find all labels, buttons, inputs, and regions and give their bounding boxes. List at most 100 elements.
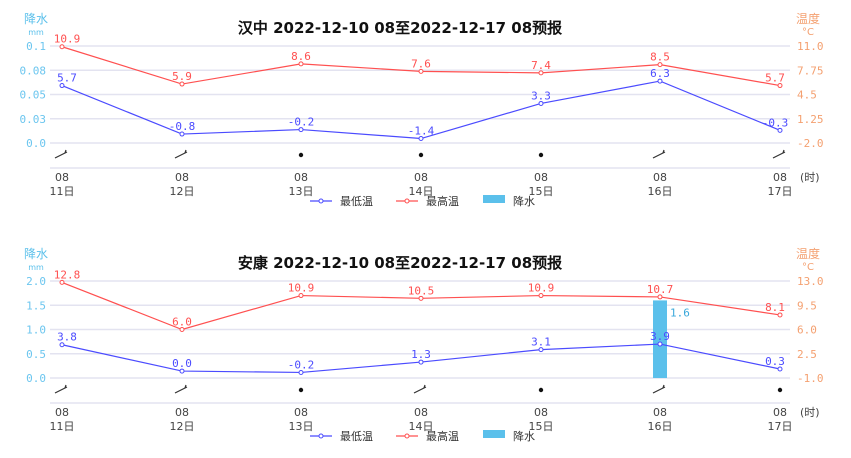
x-tick-day: 14日 — [409, 420, 434, 433]
data-label: 10.9 — [288, 282, 315, 295]
data-point — [298, 61, 304, 67]
data-point — [538, 100, 544, 106]
x-tick-day: 13日 — [289, 185, 314, 198]
legend-label: 最高温 — [426, 194, 459, 208]
x-tick-day: 16日 — [648, 185, 673, 198]
right-axis-label: 温度 — [796, 11, 820, 26]
data-point — [59, 279, 65, 285]
data-point — [179, 368, 185, 374]
x-tick-hour: 08 — [773, 406, 787, 419]
data-label: -0.2 — [288, 116, 315, 129]
x-tick-hour: 08 — [414, 406, 428, 419]
data-point — [777, 312, 783, 318]
x-tick-hour: 08 — [773, 171, 787, 184]
right-tick-label: -1.0 — [797, 372, 824, 385]
legend: 最低温 最高温 降水 — [310, 194, 535, 208]
data-point — [298, 127, 304, 133]
wind-barb-icon — [652, 384, 666, 394]
x-axis-unit: (时) — [800, 406, 820, 419]
data-label: 6.3 — [650, 67, 670, 80]
left-tick-label: 0.1 — [26, 40, 46, 53]
x-tick-hour: 08 — [653, 406, 667, 419]
data-label: 8.5 — [650, 51, 670, 64]
data-label: -0.3 — [762, 116, 789, 129]
data-label: 12.8 — [54, 268, 81, 281]
legend-item[interactable]: 最低温 — [310, 430, 373, 443]
data-label: 3.8 — [57, 331, 77, 344]
legend-label: 降水 — [513, 194, 535, 208]
right-axis-label: 温度 — [796, 246, 820, 261]
data-point — [657, 341, 663, 347]
x-tick-hour: 08 — [294, 171, 308, 184]
data-point — [657, 78, 663, 84]
legend-label: 最高温 — [426, 429, 459, 443]
right-axis-unit: °C — [802, 262, 814, 273]
data-label: 8.1 — [765, 301, 785, 314]
left-axis-label: 降水 — [24, 247, 48, 261]
x-tick-day: 17日 — [768, 185, 793, 198]
x-tick-hour: 08 — [534, 171, 548, 184]
right-tick-label: 2.5 — [797, 348, 817, 361]
data-label: 10.7 — [647, 283, 674, 296]
data-point — [418, 359, 424, 365]
x-tick-hour: 08 — [534, 406, 548, 419]
left-tick-label: 0.05 — [20, 89, 47, 102]
left-tick-label: 0.5 — [26, 348, 46, 361]
left-tick-label: 1.0 — [26, 324, 46, 337]
data-label: -0.2 — [288, 358, 315, 371]
data-point — [59, 44, 65, 50]
x-tick-day: 11日 — [50, 185, 75, 198]
calm-dot-icon — [298, 387, 304, 393]
left-tick-label: 1.5 — [26, 299, 46, 312]
right-tick-label: 6.0 — [797, 324, 817, 337]
calm-dot-icon — [298, 152, 304, 158]
wind-barb-icon — [54, 149, 68, 159]
legend-label: 降水 — [513, 429, 535, 443]
right-tick-label: 11.0 — [797, 40, 824, 53]
x-tick-day: 13日 — [289, 420, 314, 433]
precip-label: 1.6 — [670, 306, 690, 319]
left-tick-label: 0.0 — [26, 137, 46, 150]
left-axis-label: 降水 — [24, 12, 48, 26]
x-tick-hour: 08 — [653, 171, 667, 184]
data-label: 5.7 — [765, 72, 785, 85]
right-tick-label: 13.0 — [797, 275, 824, 288]
x-tick-hour: 08 — [55, 171, 69, 184]
wind-barb-icon — [174, 149, 188, 159]
data-point — [538, 293, 544, 299]
x-tick-day: 14日 — [409, 185, 434, 198]
data-point — [179, 131, 185, 137]
right-tick-label: -2.0 — [797, 137, 824, 150]
legend-item[interactable]: 降水 — [483, 194, 535, 208]
data-label: 10.5 — [408, 284, 435, 297]
data-point — [418, 136, 424, 142]
x-axis-unit: (时) — [800, 171, 820, 184]
data-point — [418, 68, 424, 74]
left-axis-unit: mm — [28, 28, 44, 37]
chart-title: 安康 2022-12-10 08至2022-12-17 08预报 — [238, 254, 562, 272]
data-point — [298, 369, 304, 375]
right-axis-unit: °C — [802, 27, 814, 38]
x-tick-day: 12日 — [170, 185, 195, 198]
legend-swatch — [483, 430, 505, 438]
legend-item[interactable]: 最低温 — [310, 195, 373, 208]
wind-barb-icon — [174, 384, 188, 394]
left-axis-unit: mm — [28, 263, 44, 272]
data-label: 0.0 — [172, 357, 192, 370]
data-point — [179, 81, 185, 87]
legend-item[interactable]: 最高温 — [396, 429, 459, 443]
data-point — [59, 342, 65, 348]
legend-item[interactable]: 最高温 — [396, 194, 459, 208]
data-label: 10.9 — [54, 33, 81, 46]
legend-item[interactable]: 降水 — [483, 429, 535, 443]
wind-barb-icon — [652, 149, 666, 159]
data-point — [538, 347, 544, 353]
left-tick-label: 0.08 — [20, 64, 47, 77]
data-label: 0.3 — [765, 355, 785, 368]
right-tick-label: 1.25 — [797, 113, 824, 126]
data-label: 7.4 — [531, 59, 551, 72]
data-label: 8.6 — [291, 50, 311, 63]
data-label: 10.9 — [528, 282, 555, 295]
x-tick-day: 15日 — [529, 185, 554, 198]
